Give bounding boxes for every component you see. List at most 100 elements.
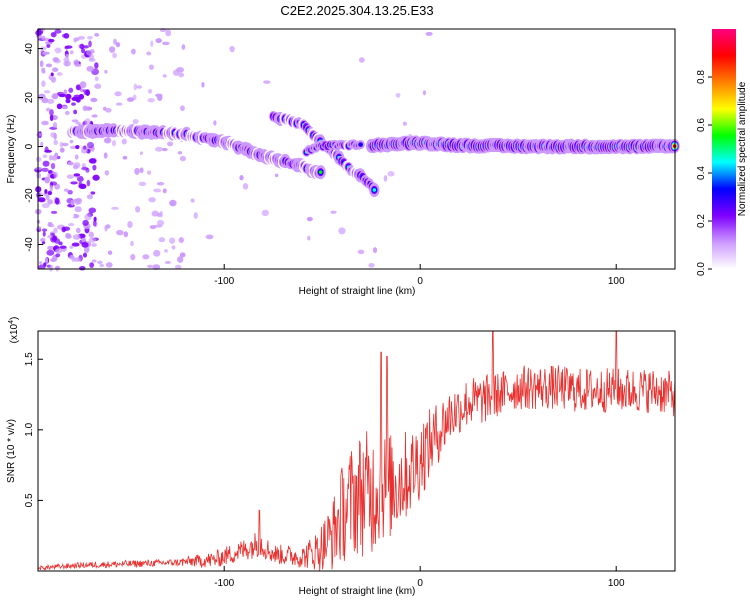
spectrogram-speckle [81, 166, 89, 171]
spectrogram-speckle [79, 81, 87, 89]
spectrogram-speckle [41, 228, 48, 232]
spectrogram-speckle [395, 92, 401, 98]
snr-frame [37, 330, 676, 572]
spectrogram-speckle [402, 121, 407, 126]
spectrogram-speckle [170, 43, 177, 48]
spectrogram-speckle [103, 137, 112, 144]
spectrogram-speckle [89, 262, 95, 268]
spectrogram-speckle [48, 223, 55, 228]
spectrogram-speckle [103, 106, 107, 111]
spectrogram-speckle [86, 179, 91, 187]
spectrogram-speckle [41, 97, 49, 104]
spectrogram-speckle [85, 89, 90, 96]
spectrogram-speckle [190, 198, 195, 203]
spectrogram-speckle [97, 260, 103, 265]
spectrogram-speckle [56, 72, 63, 76]
spectrogram-speckle [422, 90, 427, 96]
spectrogram-speckle [162, 74, 167, 78]
spectrogram-speckle [35, 156, 42, 163]
spectrogram-speckle [148, 197, 156, 203]
spectrogram-speckle [158, 237, 166, 243]
spectrogram-x-tick-label: 100 [608, 276, 625, 287]
snr-scale-prefix: (x10 [9, 323, 20, 343]
spectrogram-speckle [146, 170, 152, 175]
snr-y-tick-label: 0.5 [24, 493, 35, 507]
spectrogram-speckle [169, 237, 176, 244]
spectrogram-speckle [80, 147, 88, 154]
spectrogram-speckle [156, 181, 165, 186]
spectrogram-frame [37, 28, 676, 270]
spectrogram-speckle [42, 154, 48, 159]
spectrogram-speckle [115, 102, 123, 106]
snr-scale-label: (x104) [8, 317, 20, 344]
spectrogram-speckle [107, 250, 113, 255]
spectrogram-speckle [48, 38, 55, 43]
spectrogram-speckle [48, 74, 53, 81]
spectrogram-speckle [50, 162, 56, 170]
spectrogram-speckle [78, 265, 86, 271]
spectrogram-speckle [83, 45, 89, 49]
spectrogram-speckle [338, 227, 346, 235]
spectrogram-speckle [425, 31, 433, 36]
spectrogram-speckle [113, 38, 118, 45]
spectrogram-speckle [130, 253, 136, 261]
spectrogram-speckle [68, 87, 74, 93]
spectrogram-speckle [50, 181, 58, 186]
spectrogram-speckle [180, 105, 185, 112]
spectrogram-speckle [130, 48, 136, 55]
spectrogram-speckle [330, 210, 337, 214]
spectrogram-speckle [73, 198, 82, 202]
spectrogram-speckle [46, 107, 51, 112]
spectrogram-speckle [35, 30, 42, 36]
spectrogram-speckle [47, 170, 53, 174]
spectrogram-speckle [73, 257, 82, 262]
spectrogram-speckle [36, 219, 41, 224]
snr-y-label: SNR (10 * v/v) [6, 419, 17, 483]
spectrogram-speckle [155, 38, 162, 44]
spectrogram-axes: -100 0 100 -40 -20 0 20 40 [24, 43, 625, 287]
spectrogram-speckle [116, 229, 124, 236]
spectrogram-x-tick-label: -100 [214, 276, 234, 287]
spectrogram-y-tick-label: 20 [24, 92, 35, 104]
spectrogram-speckle [65, 98, 71, 104]
spectrogram-speckle [62, 33, 66, 38]
spectrogram-speckle [104, 170, 110, 176]
spectrogram-speckle [52, 57, 60, 62]
spectrogram-speckle [178, 237, 184, 243]
spectrogram-speckle [153, 249, 161, 257]
spectrogram-speckle [66, 174, 75, 179]
spectrogram-speckle [86, 106, 92, 111]
spectrogram-speckle [49, 114, 54, 122]
spectrogram-speckle [104, 225, 108, 232]
snr-axes: -100 0 100 0.5 1.0 1.5 [24, 352, 625, 589]
spectrogram-speckle [81, 47, 86, 54]
spectrogram-speckle [274, 173, 279, 178]
snr-background [38, 331, 675, 571]
spectrogram-speckle [39, 74, 47, 81]
spectrogram-speckle [65, 234, 70, 239]
spectrogram-speckle [105, 262, 113, 268]
spectrogram-speckle [67, 223, 75, 227]
spectrogram-speckle [81, 242, 89, 248]
spectrogram-speckle [75, 144, 80, 150]
spectrogram-speckle [92, 220, 97, 227]
spectrogram-speckle [104, 69, 108, 74]
spectrogram-y-label: Frequency (Hz) [6, 115, 17, 184]
spectrogram-speckle [83, 145, 87, 150]
snr-x-tick-label: 100 [608, 578, 625, 589]
spectrogram-x-label: Height of straight line (km) [299, 286, 416, 297]
spectrogram-y-tick-label: 0 [24, 143, 35, 149]
spectrogram-speckle [41, 167, 49, 172]
spectrogram-speckle [46, 249, 55, 256]
spectrogram-speckle [91, 114, 98, 118]
spectrogram-speckle [162, 41, 170, 46]
spectrogram-speckle [368, 262, 375, 268]
spectrogram-speckle [115, 42, 121, 48]
spectrogram-speckle [153, 188, 162, 193]
spectrogram-speckle [54, 47, 62, 54]
spectrogram-speckle [72, 165, 79, 170]
spectrogram-y-tick-label: 40 [24, 43, 35, 55]
spectrogram-speckle [41, 35, 46, 41]
spectrogram-speckle [133, 83, 138, 91]
spectrogram-speckle [65, 53, 69, 59]
